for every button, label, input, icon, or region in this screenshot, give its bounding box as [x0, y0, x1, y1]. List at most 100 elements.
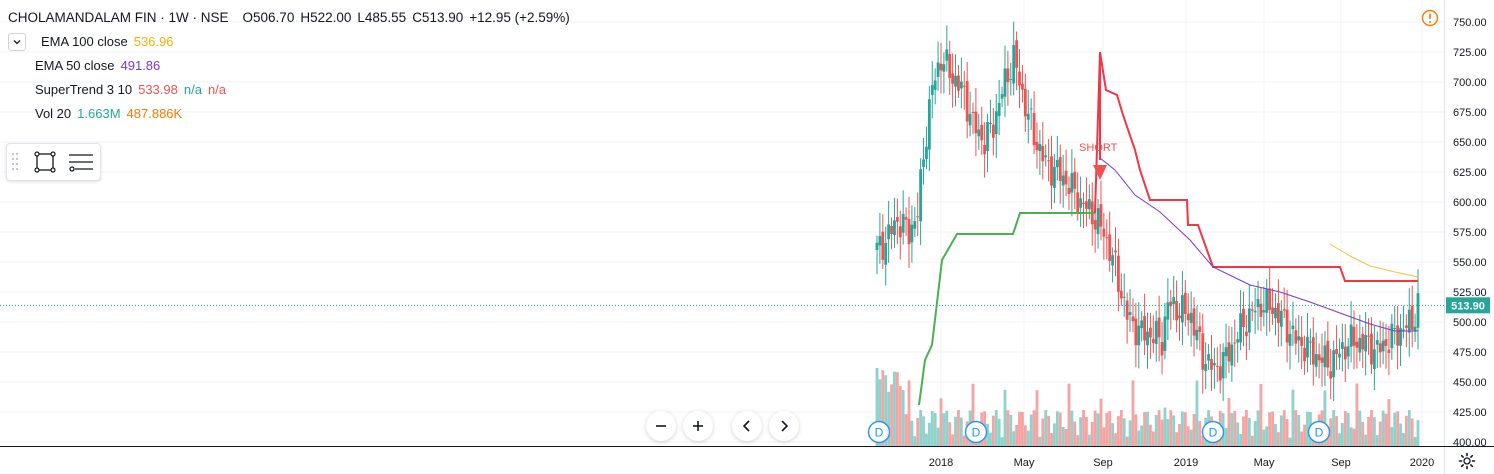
candle-body: [1239, 313, 1242, 343]
candle-body: [1306, 336, 1309, 358]
volume-bar: [971, 383, 975, 446]
chevron-left-icon: [742, 420, 750, 432]
volume-bar: [1023, 425, 1027, 446]
candle-body: [1381, 340, 1385, 352]
volume-bar: [1372, 417, 1376, 446]
candle-body: [1006, 68, 1010, 83]
volume-bar: [1375, 435, 1379, 446]
volume-bar: [925, 433, 928, 446]
candle-body: [1349, 324, 1353, 347]
candle-body: [1050, 156, 1053, 186]
drag-handle-icon[interactable]: [11, 150, 19, 174]
volume-bar: [1169, 410, 1173, 446]
volume-bar: [1032, 410, 1036, 446]
candle-body: [1146, 331, 1149, 346]
collapse-legend-button[interactable]: [8, 33, 26, 51]
volume-bar: [1271, 411, 1274, 446]
candle-body: [1032, 113, 1036, 146]
candle-body: [1314, 354, 1318, 367]
candle-body: [1259, 303, 1263, 317]
candle-body: [887, 224, 891, 240]
short-signal-label: SHORT: [1079, 142, 1118, 154]
candle-body: [991, 124, 995, 138]
format-settings-button[interactable]: [63, 147, 99, 177]
volume-bar: [1282, 410, 1286, 446]
indicator-volume[interactable]: Vol 20 1.663M 487.886K: [8, 102, 570, 126]
indicator-value: 1.663M: [77, 106, 121, 121]
price-axis: 750.00 725.00 700.00 675.00 650.00 625.00 600.…: [1444, 0, 1490, 474]
candle-body: [1096, 208, 1100, 235]
candle-body: [989, 123, 992, 125]
candle-body: [994, 111, 998, 134]
plus-icon: [693, 421, 703, 431]
volume-bar: [1012, 431, 1016, 446]
volume-bar: [1335, 416, 1338, 446]
candle-body: [922, 159, 925, 167]
volume-bar: [1018, 411, 1021, 446]
volume-bar: [1021, 411, 1024, 446]
candle-body: [1000, 94, 1004, 99]
indicator-ema100[interactable]: EMA 100 close 536.96: [8, 30, 570, 54]
rectangle-tool-button[interactable]: [27, 147, 63, 177]
candle-body: [951, 73, 955, 84]
candle-body: [948, 54, 952, 78]
candle-body: [1233, 342, 1237, 344]
candle-body: [1105, 237, 1109, 239]
candle-body: [959, 81, 963, 89]
candle-body: [1099, 204, 1103, 227]
volume-bar: [1003, 389, 1007, 446]
symbol-title[interactable]: CHOLAMANDALAM FIN · 1W · NSE: [8, 10, 229, 25]
candle-body: [965, 81, 969, 122]
volume-bar: [1361, 421, 1365, 446]
volume-bar: [1381, 410, 1385, 446]
zoom-out-button[interactable]: [646, 411, 676, 441]
volume-bar: [1181, 411, 1184, 446]
volume-bar: [1402, 432, 1405, 446]
volume-bar: [1291, 389, 1295, 446]
volume-bar: [1119, 410, 1123, 446]
candle-body: [1256, 298, 1260, 308]
volume-bar: [1279, 415, 1283, 446]
candle-body: [1021, 83, 1024, 90]
candle-body: [907, 219, 911, 245]
volume-bar: [1276, 432, 1280, 446]
candle-body: [890, 225, 893, 234]
indicator-ema50[interactable]: EMA 50 close 491.86: [8, 54, 570, 78]
warning-icon[interactable]: [1421, 9, 1439, 27]
gear-icon[interactable]: [1458, 452, 1476, 470]
zoom-in-button[interactable]: [683, 411, 713, 441]
candle-body: [1125, 300, 1129, 320]
candle-body: [1157, 317, 1161, 338]
volume-bar: [878, 379, 882, 446]
last-price-label: 513.90: [1451, 300, 1485, 312]
candle-body: [1242, 308, 1245, 328]
volume-bar: [1087, 434, 1091, 446]
candle-body: [1140, 320, 1144, 329]
candle-body: [974, 111, 978, 134]
scroll-left-button[interactable]: [732, 411, 762, 441]
candle-body: [1364, 335, 1368, 352]
volume-bar: [1253, 421, 1257, 446]
candle-body: [1343, 346, 1347, 360]
volume-bar: [1358, 410, 1362, 446]
candle-body: [1003, 68, 1007, 97]
volume-bar: [1183, 412, 1187, 446]
price-tick-label: 475.00: [1453, 347, 1487, 359]
dividend-marker: D: [1307, 420, 1331, 444]
volume-bar: [1233, 410, 1237, 446]
volume-bar: [1343, 411, 1347, 446]
indicator-supertrend[interactable]: SuperTrend 3 10 533.98 n/a n/a: [8, 78, 570, 102]
volume-bar: [1300, 431, 1304, 446]
price-tick-label: 550.00: [1453, 257, 1487, 269]
indicator-extra: n/a: [207, 82, 227, 97]
scroll-right-button[interactable]: [769, 411, 799, 441]
candle-body: [1274, 307, 1277, 319]
volume-bar: [1201, 435, 1205, 446]
candle-body: [1262, 310, 1266, 313]
candle-body: [1404, 325, 1408, 328]
indicator-lines: [918, 51, 1419, 406]
volume-bar: [989, 432, 992, 446]
volume-bar: [1338, 433, 1341, 446]
candle-body: [1367, 335, 1370, 337]
